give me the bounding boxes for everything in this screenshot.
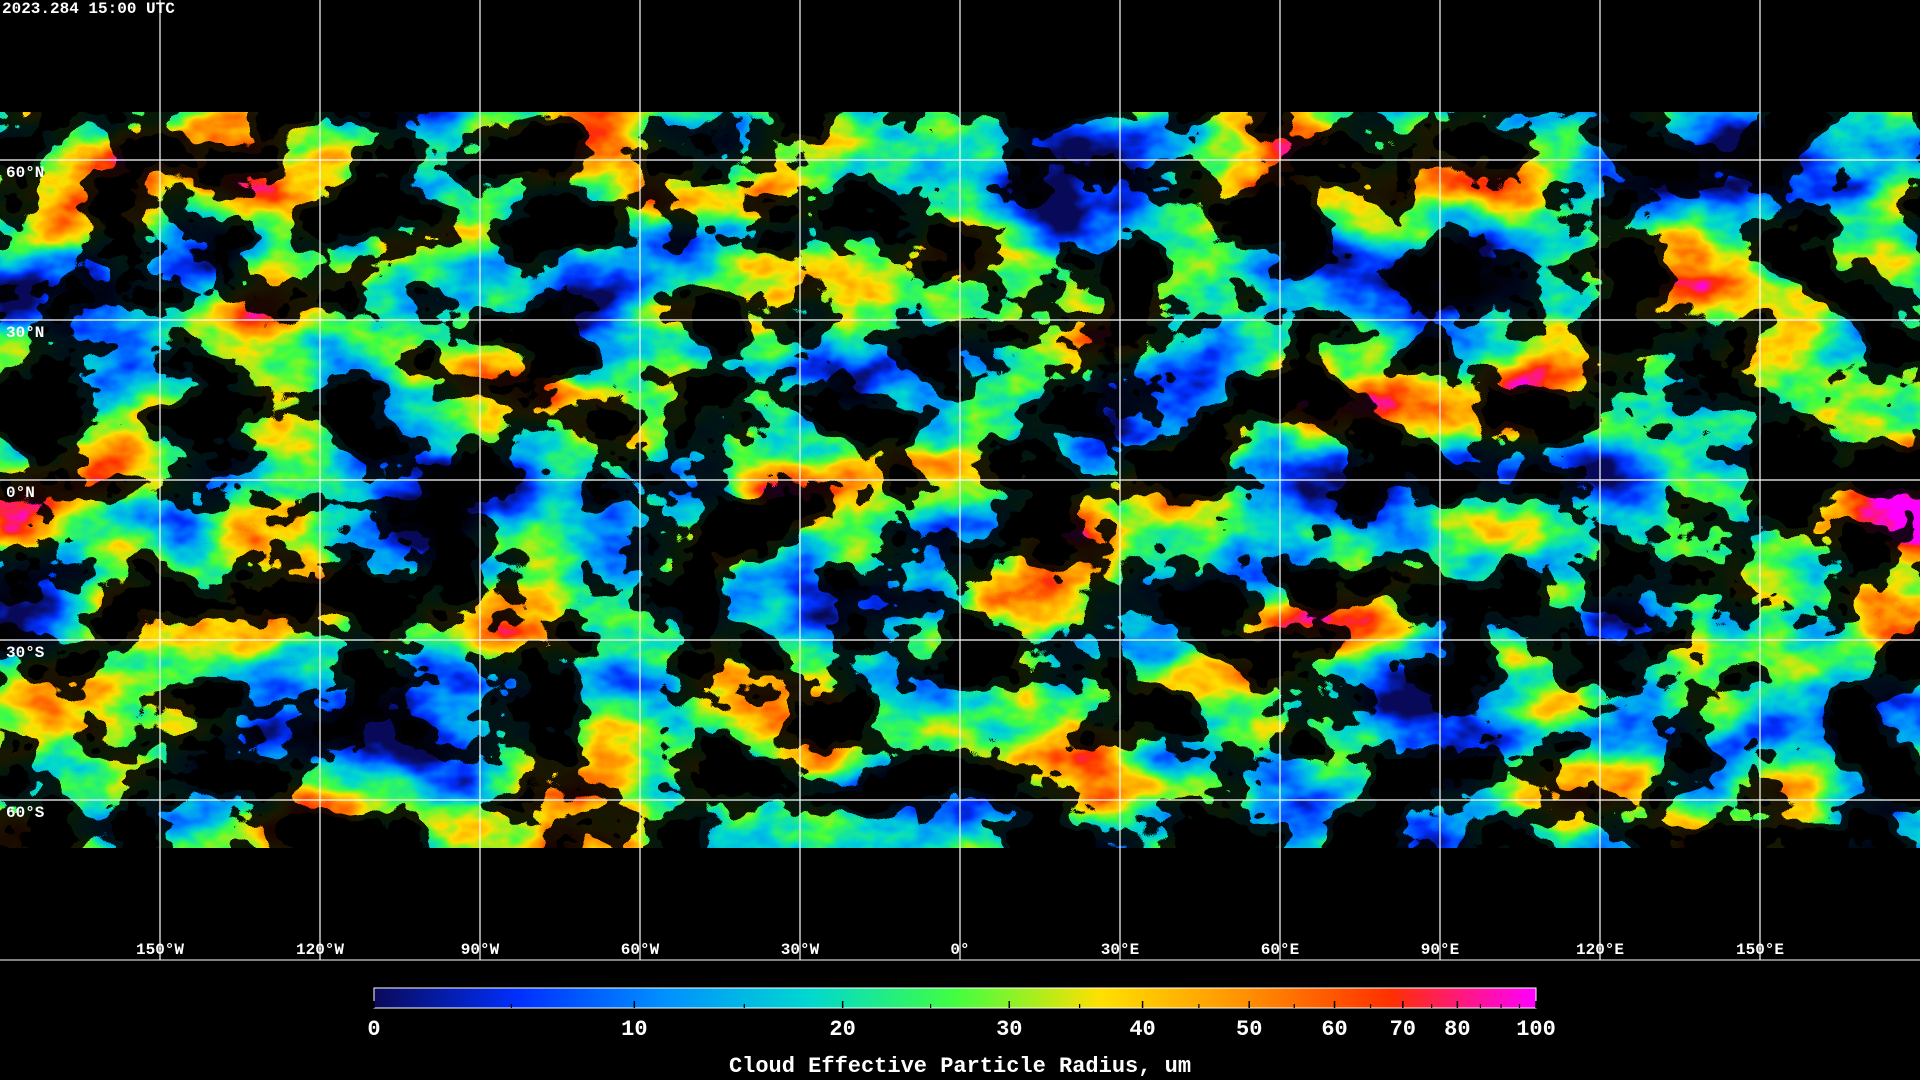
- lon-label: 150°W: [136, 941, 184, 959]
- timestamp: 2023.284 15:00 UTC: [2, 0, 175, 18]
- colorbar-tick-label: 0: [367, 1017, 380, 1042]
- lat-label: 60°N: [6, 164, 44, 182]
- colorbar-tick-label: 70: [1390, 1017, 1416, 1042]
- colorbar-tick-label: 30: [996, 1017, 1022, 1042]
- lat-label: 0°N: [6, 484, 35, 502]
- lat-label: 60°S: [6, 804, 45, 822]
- colorbar-tick-label: 60: [1321, 1017, 1347, 1042]
- lon-label: 60°W: [621, 941, 660, 959]
- colorbar-tick-label: 100: [1516, 1017, 1556, 1042]
- colorbar-tick-label: 50: [1236, 1017, 1262, 1042]
- lon-label: 30°W: [781, 941, 820, 959]
- lon-label: 120°W: [296, 941, 344, 959]
- lon-label: 90°W: [461, 941, 500, 959]
- lat-label: 30°N: [6, 324, 44, 342]
- lon-label: 60°E: [1261, 941, 1299, 959]
- colorbar-tick-label: 20: [829, 1017, 855, 1042]
- lon-label: 0°: [950, 941, 969, 959]
- colorbar: [373, 987, 1537, 1009]
- colorbar-tick-label: 80: [1444, 1017, 1470, 1042]
- colorbar-tick-label: 10: [621, 1017, 647, 1042]
- lon-label: 90°E: [1421, 941, 1459, 959]
- colorbar-title: Cloud Effective Particle Radius, um: [729, 1054, 1191, 1079]
- lon-label: 150°E: [1736, 941, 1784, 959]
- lon-label: 30°E: [1101, 941, 1139, 959]
- lon-label: 120°E: [1576, 941, 1624, 959]
- lat-label: 30°S: [6, 644, 45, 662]
- colorbar-tick-label: 40: [1129, 1017, 1155, 1042]
